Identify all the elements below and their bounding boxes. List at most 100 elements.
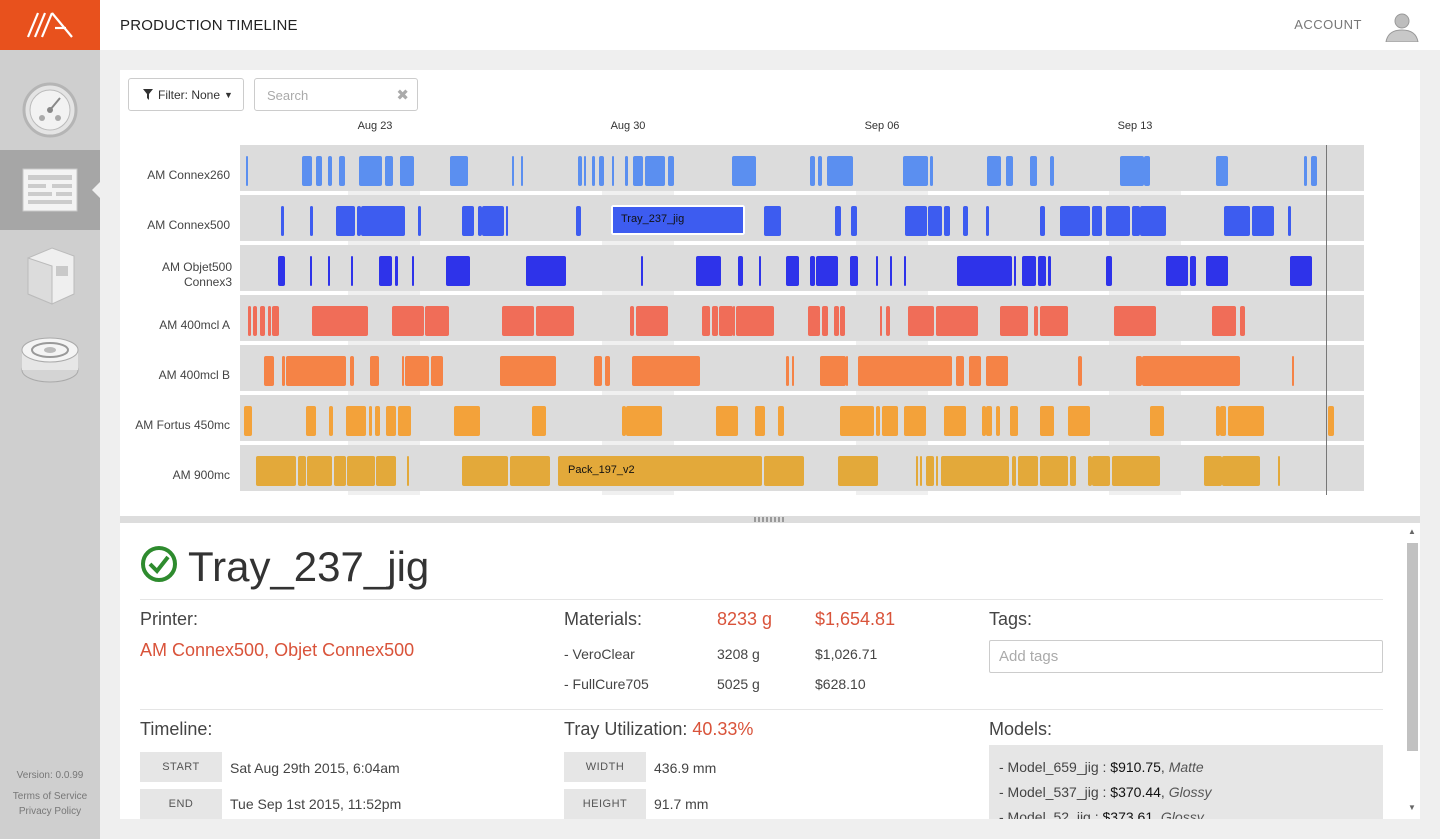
job-bar[interactable] bbox=[645, 156, 665, 186]
terms-link[interactable]: Terms of Service bbox=[12, 791, 88, 802]
scrollbar[interactable]: ▲ ▼ bbox=[1406, 527, 1418, 819]
job-bar[interactable] bbox=[425, 306, 449, 336]
job-bar[interactable] bbox=[930, 156, 933, 186]
job-bar[interactable] bbox=[1224, 206, 1250, 236]
job-bar[interactable] bbox=[502, 306, 534, 336]
job-bar[interactable] bbox=[282, 356, 285, 386]
job-bar[interactable] bbox=[521, 156, 523, 186]
job-bar[interactable] bbox=[1220, 406, 1226, 436]
job-bar[interactable] bbox=[1018, 456, 1038, 486]
job-bar[interactable] bbox=[941, 456, 1009, 486]
job-bar[interactable] bbox=[632, 356, 700, 386]
job-bar[interactable] bbox=[1048, 256, 1051, 286]
job-bar[interactable] bbox=[386, 406, 396, 436]
job-bar[interactable] bbox=[1088, 456, 1092, 486]
sidebar-item-timeline[interactable] bbox=[0, 150, 100, 230]
job-bar[interactable] bbox=[969, 356, 981, 386]
list-item[interactable]: - Model_537_jig : $370.44, Glossy bbox=[999, 784, 1212, 800]
job-bar[interactable] bbox=[246, 156, 248, 186]
job-bar[interactable] bbox=[1040, 406, 1054, 436]
job-bar[interactable] bbox=[944, 206, 950, 236]
job-bar[interactable] bbox=[736, 306, 774, 336]
job-bar[interactable] bbox=[1120, 156, 1144, 186]
job-bar[interactable] bbox=[281, 206, 284, 236]
job-bar[interactable] bbox=[1290, 256, 1312, 286]
job-bar[interactable] bbox=[286, 356, 346, 386]
job-bar[interactable] bbox=[402, 356, 404, 386]
job-bar[interactable] bbox=[306, 406, 316, 436]
job-bar[interactable] bbox=[1040, 306, 1068, 336]
job-bar[interactable] bbox=[851, 206, 857, 236]
job-bar[interactable] bbox=[846, 356, 848, 386]
job-bar[interactable] bbox=[810, 156, 815, 186]
timeline-chart[interactable]: Tray_237_jig Pack_197_v2 bbox=[240, 145, 1364, 495]
job-bar[interactable] bbox=[1136, 356, 1142, 386]
job-bar[interactable] bbox=[395, 256, 398, 286]
job-bar[interactable] bbox=[835, 206, 841, 236]
job-bar[interactable] bbox=[510, 456, 550, 486]
job-bar[interactable] bbox=[1022, 256, 1036, 286]
job-bar[interactable] bbox=[786, 256, 799, 286]
job-bar[interactable] bbox=[926, 456, 934, 486]
job-bar[interactable] bbox=[1206, 256, 1228, 286]
job-bar[interactable] bbox=[1106, 206, 1130, 236]
job-bar[interactable] bbox=[996, 406, 1000, 436]
filter-dropdown[interactable]: Filter: None ▼ bbox=[128, 78, 244, 111]
job-bar[interactable] bbox=[359, 156, 382, 186]
clear-search-icon[interactable]: ✖ bbox=[396, 87, 409, 104]
job-bar[interactable] bbox=[792, 356, 794, 386]
job-bar[interactable] bbox=[712, 306, 718, 336]
job-bar[interactable] bbox=[1304, 156, 1307, 186]
scrollbar-thumb[interactable] bbox=[1407, 543, 1418, 751]
job-bar[interactable] bbox=[405, 356, 429, 386]
job-bar[interactable] bbox=[626, 406, 662, 436]
job-bar[interactable] bbox=[732, 156, 756, 186]
job-bar[interactable] bbox=[532, 406, 546, 436]
job-bar[interactable] bbox=[1150, 406, 1164, 436]
job-bar[interactable] bbox=[738, 256, 743, 286]
job-bar[interactable] bbox=[599, 156, 604, 186]
job-bar[interactable] bbox=[1190, 256, 1196, 286]
job-bar[interactable] bbox=[630, 306, 634, 336]
job-bar[interactable] bbox=[840, 306, 845, 336]
job-bar[interactable] bbox=[376, 456, 396, 486]
job-bar[interactable] bbox=[764, 206, 781, 236]
job-bar[interactable] bbox=[1166, 256, 1188, 286]
job-bar[interactable] bbox=[622, 406, 626, 436]
job-bar[interactable] bbox=[244, 406, 252, 436]
job-bar[interactable] bbox=[379, 256, 392, 286]
job-bar[interactable] bbox=[1060, 206, 1090, 236]
scroll-up-icon[interactable]: ▲ bbox=[1408, 527, 1416, 536]
job-bar[interactable] bbox=[612, 156, 614, 186]
job-bar[interactable] bbox=[956, 356, 964, 386]
job-bar[interactable] bbox=[307, 456, 332, 486]
job-bar[interactable] bbox=[963, 206, 968, 236]
job-bar[interactable] bbox=[1278, 456, 1280, 486]
job-bar[interactable] bbox=[398, 406, 411, 436]
job-bar[interactable] bbox=[347, 456, 375, 486]
job-bar[interactable] bbox=[778, 406, 784, 436]
job-bar[interactable] bbox=[1030, 156, 1037, 186]
job-bar[interactable] bbox=[375, 406, 380, 436]
job-bar[interactable] bbox=[278, 256, 285, 286]
job-bar[interactable] bbox=[858, 356, 952, 386]
job-bar[interactable] bbox=[716, 406, 738, 436]
job-bar[interactable] bbox=[986, 406, 992, 436]
job-bar[interactable] bbox=[594, 356, 602, 386]
job-bar-labeled[interactable]: Pack_197_v2 bbox=[558, 456, 762, 486]
job-bar[interactable] bbox=[260, 306, 265, 336]
job-bar[interactable] bbox=[576, 206, 581, 236]
job-bar[interactable] bbox=[334, 456, 346, 486]
job-bar[interactable] bbox=[834, 306, 839, 336]
job-bar[interactable] bbox=[696, 256, 721, 286]
job-bar[interactable] bbox=[1012, 456, 1016, 486]
job-bar[interactable] bbox=[1070, 456, 1076, 486]
search-input[interactable]: Search ✖ bbox=[254, 78, 418, 111]
job-bar[interactable] bbox=[312, 306, 368, 336]
job-bar[interactable] bbox=[462, 456, 508, 486]
privacy-link[interactable]: Privacy Policy bbox=[18, 806, 82, 817]
job-bar[interactable] bbox=[1034, 306, 1038, 336]
job-bar[interactable] bbox=[880, 306, 882, 336]
job-bar[interactable] bbox=[328, 256, 330, 286]
tags-input[interactable]: Add tags bbox=[989, 640, 1383, 673]
